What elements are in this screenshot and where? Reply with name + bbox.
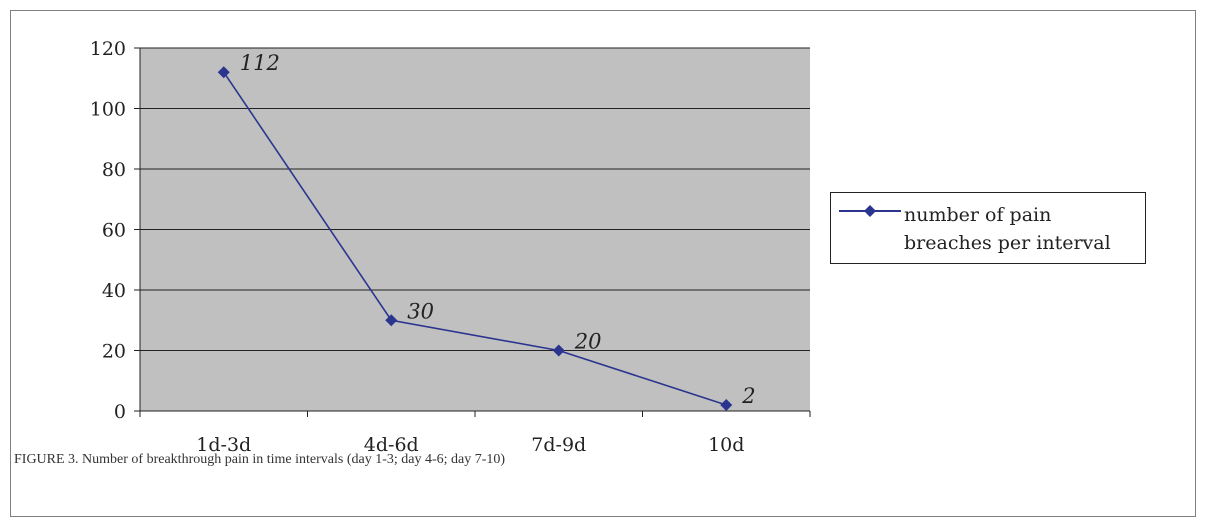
x-tick-label: 10d [708,434,744,456]
series-line [223,71,727,406]
data-point-marker [217,66,230,79]
y-tick-label: 20 [102,341,126,363]
data-label: 20 [574,330,602,354]
data-label: 30 [407,299,434,323]
y-tick-label: 100 [90,99,126,121]
data-point-marker [385,314,398,327]
series-group [217,66,733,411]
x-tick-label: 4d-6d [364,434,419,456]
y-tick-label: 40 [102,280,126,302]
data-label: 2 [741,384,755,408]
gridlines [140,47,810,351]
x-tick-label: 1d-3d [196,434,251,456]
legend-label: number of pain breaches per interval [904,204,1111,254]
data-labels: 112 30 20 2 [240,51,756,408]
figure-caption: FIGURE 3. Number of breakthrough pain in… [14,452,506,467]
data-label: 112 [240,51,280,75]
y-tick-label: 120 [90,38,126,60]
data-point-marker [552,344,565,357]
data-point-marker [720,398,733,411]
legend: number of pain breaches per interval [830,192,1146,264]
legend-marker-icon [839,205,901,217]
y-tick-label: 0 [114,401,126,423]
x-tick-label: 7d-9d [531,434,586,456]
x-axis-ticks: 1d-3d 4d-6d 7d-9d 10d [139,411,811,456]
y-tick-label: 80 [102,159,126,181]
y-tick-label: 60 [102,220,126,242]
y-axis-ticks: 0 20 40 60 80 100 120 [90,38,140,423]
